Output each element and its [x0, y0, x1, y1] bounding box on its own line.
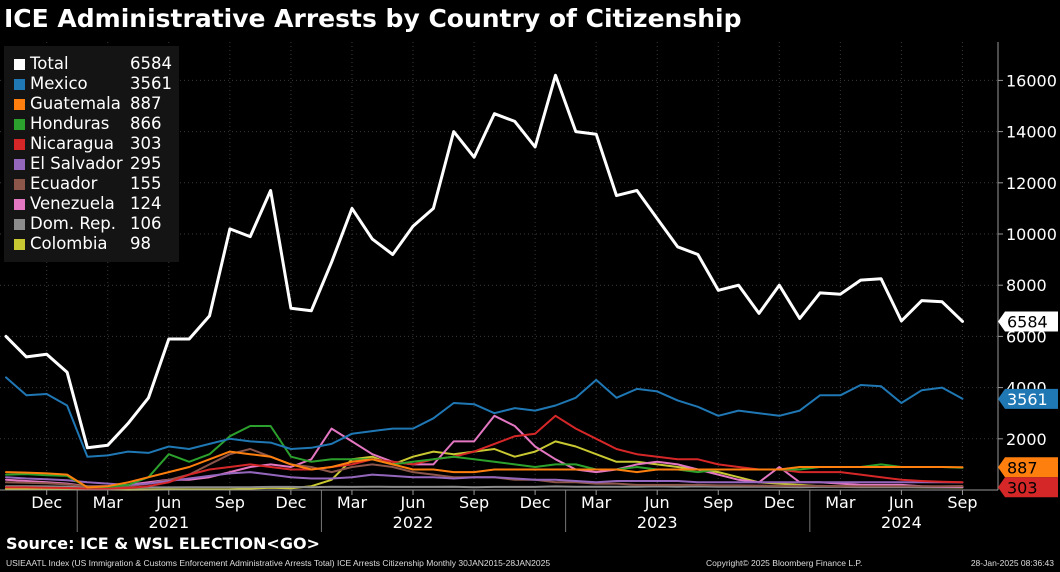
x-tick-label: Dec — [275, 493, 306, 512]
end-label-value: 887 — [1007, 458, 1038, 477]
x-year-label: 2022 — [393, 513, 434, 532]
end-label-tag — [998, 457, 1058, 478]
x-tick-label: Jun — [155, 493, 181, 512]
y-tick-label: 12000 — [1006, 174, 1057, 193]
x-tick-label: Sep — [947, 493, 977, 512]
y-tick-label: 2000 — [1006, 430, 1047, 449]
series-line-honduras — [5, 425, 964, 489]
x-year-label: 2024 — [881, 513, 922, 532]
legend-label: Venezuela — [30, 194, 115, 213]
x-tick-label: Dec — [520, 493, 551, 512]
y-tick-label: 6000 — [1006, 327, 1047, 346]
x-tick-label: Sep — [459, 493, 489, 512]
legend-label: Guatemala — [30, 94, 121, 113]
legend-swatch — [14, 139, 25, 150]
legend-label: Nicaragua — [30, 134, 115, 153]
series-line-dom-rep — [5, 485, 964, 489]
chart-title: ICE Administrative Arrests by Country of… — [4, 4, 742, 33]
series-line-guatemala — [5, 450, 964, 489]
legend-swatch — [14, 199, 25, 210]
legend-value: 124 — [130, 194, 162, 213]
x-tick-label: Dec — [764, 493, 795, 512]
legend-value: 3561 — [130, 74, 172, 93]
legend-value: 295 — [130, 154, 162, 173]
x-tick-label: Sep — [703, 493, 733, 512]
end-label-total: 6584 — [998, 311, 1058, 332]
y-tick-label: 10000 — [1006, 225, 1057, 244]
legend-box — [4, 46, 179, 262]
legend-value: 98 — [130, 234, 151, 253]
y-tick-label: 16000 — [1006, 71, 1057, 90]
x-tick-label: Dec — [31, 493, 62, 512]
end-label-value: 3561 — [1007, 390, 1048, 409]
legend-swatch — [14, 159, 25, 170]
y-tick-label: 14000 — [1006, 123, 1057, 142]
x-tick-label: Jun — [400, 493, 426, 512]
series-line-mexico — [5, 376, 964, 458]
legend-value: 887 — [130, 94, 162, 113]
end-label-value: 303 — [1007, 478, 1038, 497]
x-tick-label: Mar — [337, 493, 368, 512]
series-line-el-salvador — [5, 471, 964, 486]
end-label-value: 6584 — [1007, 312, 1048, 331]
legend-label: Ecuador — [30, 174, 98, 193]
end-label-guatemala: 887 — [998, 457, 1058, 478]
legend-label: Dom. Rep. — [30, 214, 116, 233]
source-note: Source: ICE & WSL ELECTION<GO> — [6, 534, 320, 553]
legend-label: Total — [30, 54, 69, 73]
x-year-label: 2023 — [637, 513, 678, 532]
legend-value: 155 — [130, 174, 162, 193]
series-line-total — [4, 73, 964, 450]
x-tick-label: Mar — [581, 493, 612, 512]
footer-date: 28-Jan-2025 08:36:43 — [970, 558, 1054, 568]
end-label-nicaragua: 303 — [998, 477, 1058, 498]
x-tick-label: Mar — [825, 493, 856, 512]
x-tick-label: Mar — [93, 493, 124, 512]
legend-value: 303 — [130, 134, 162, 153]
legend-swatch — [14, 239, 25, 250]
footer-copyright: Copyright© 2025 Bloomberg Finance L.P. — [706, 558, 863, 568]
legend-label: Mexico — [30, 74, 88, 93]
legend-swatch — [14, 179, 25, 190]
legend-label: El Salvador — [30, 154, 123, 173]
legend-swatch — [14, 219, 25, 230]
legend-swatch — [14, 119, 25, 130]
series-line-nicaragua — [5, 414, 964, 490]
legend-swatch — [14, 79, 25, 90]
legend-value: 6584 — [130, 54, 172, 73]
end-label-tag — [998, 477, 1058, 498]
legend-value: 866 — [130, 114, 162, 133]
footer-index-text: USIEAATL Index (US Immigration & Customs… — [6, 558, 551, 568]
end-label-tag — [998, 388, 1058, 409]
x-tick-label: Sep — [215, 493, 245, 512]
legend-label: Honduras — [30, 114, 110, 133]
x-tick-label: Jun — [644, 493, 670, 512]
legend-value: 106 — [130, 214, 162, 233]
legend-swatch — [14, 59, 25, 70]
end-label-mexico: 3561 — [998, 388, 1058, 409]
legend-label: Colombia — [30, 234, 108, 253]
x-tick-label: Jun — [888, 493, 914, 512]
end-label-tag — [998, 311, 1058, 332]
x-year-label: 2021 — [148, 513, 189, 532]
y-tick-label: 8000 — [1006, 276, 1047, 295]
legend-swatch — [14, 99, 25, 110]
